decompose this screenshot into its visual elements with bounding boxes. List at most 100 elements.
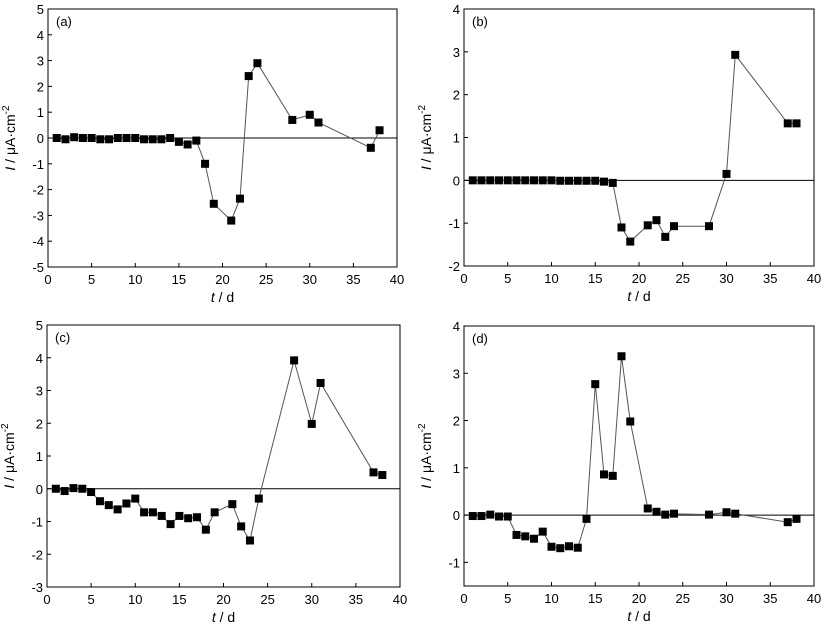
data-point <box>105 135 114 144</box>
data-point <box>495 176 503 185</box>
y-tick-label: 4 <box>453 319 460 334</box>
y-tick-label: -4 <box>32 234 44 249</box>
data-point <box>608 471 617 480</box>
x-tick-label: 30 <box>303 272 317 287</box>
y-axis-unit-exponent: -2 <box>1 105 12 114</box>
data-point <box>113 505 122 514</box>
y-tick-label: 4 <box>453 2 460 17</box>
chart-panel-b: 0 5 10 15 20 25 30 35 40 -2 -1 0 1 2 3 4 (b) t / d I / μA·… <box>417 2 821 304</box>
data-point <box>468 176 477 185</box>
data-point <box>731 50 740 59</box>
data-point <box>139 135 148 144</box>
x-tick-label: 25 <box>259 272 273 287</box>
y-axis-variable: I <box>418 485 434 489</box>
x-tick-label: 35 <box>346 272 360 287</box>
data-point <box>783 119 792 128</box>
y-tick-label: 0 <box>36 482 43 497</box>
data-point <box>210 508 219 517</box>
y-tick-label: -2 <box>31 547 43 562</box>
data-point <box>131 494 140 503</box>
y-tick-label: 0 <box>37 131 44 146</box>
data-point <box>122 134 131 142</box>
data-point <box>61 135 70 144</box>
x-tick-label: 35 <box>349 592 363 607</box>
y-axis-label: I / μA·cm-2 <box>417 423 434 489</box>
x-tick-label: 35 <box>763 591 777 606</box>
data-point <box>670 509 678 518</box>
data-point <box>60 487 69 496</box>
data-point <box>705 510 713 519</box>
x-tick-label: 10 <box>544 591 558 606</box>
data-point <box>477 512 486 521</box>
y-tick-label: 1 <box>37 105 44 120</box>
x-axis-label: t / d <box>627 608 650 624</box>
x-tick-label: 30 <box>305 592 319 607</box>
x-tick-label: 25 <box>260 592 274 607</box>
data-point <box>512 176 521 185</box>
x-axis-label: t / d <box>211 289 234 305</box>
y-axis-unit-exponent: -2 <box>0 423 11 432</box>
x-tick-label: 35 <box>763 271 777 286</box>
y-axis-unit: / μA·cm <box>2 114 18 166</box>
data-point <box>530 176 538 185</box>
data-point <box>193 513 202 522</box>
data-point <box>617 352 626 361</box>
data-point <box>565 542 573 551</box>
data-point <box>51 484 60 493</box>
y-axis-unit: / μA·cm <box>418 432 434 484</box>
y-tick-label: 2 <box>36 416 43 431</box>
data-point <box>783 518 792 527</box>
y-tick-label: 3 <box>453 366 460 381</box>
y-tick-label: -1 <box>32 157 44 172</box>
y-tick-label: 3 <box>37 54 44 69</box>
x-tick-label: 40 <box>807 271 821 286</box>
data-point <box>166 134 175 142</box>
data-point <box>70 133 79 142</box>
data-point <box>78 484 87 493</box>
x-tick-label: 40 <box>807 591 821 606</box>
x-tick-label: 30 <box>719 591 733 606</box>
data-point <box>643 504 652 513</box>
data-point <box>591 176 600 185</box>
x-axis-unit: / d <box>216 609 235 625</box>
data-point <box>175 511 184 520</box>
y-tick-label: -2 <box>32 183 44 198</box>
data-point <box>477 176 486 185</box>
data-point <box>237 522 246 531</box>
series-line <box>472 356 797 549</box>
y-tick-label: 4 <box>36 351 43 366</box>
y-tick-label: -3 <box>32 208 44 223</box>
y-tick-label: 0 <box>453 508 460 523</box>
y-tick-label: -1 <box>448 555 460 570</box>
data-point <box>157 511 166 520</box>
data-point <box>573 543 582 552</box>
series-line <box>55 358 383 542</box>
y-tick-label: 0 <box>453 173 460 188</box>
data-point <box>314 118 323 127</box>
x-tick-label: 20 <box>632 271 646 286</box>
data-point <box>305 110 314 119</box>
x-tick-label: 5 <box>504 271 511 286</box>
y-tick-label: 1 <box>453 131 460 146</box>
y-tick-label: 3 <box>36 384 43 399</box>
data-point <box>486 510 495 519</box>
data-point <box>573 176 582 185</box>
data-point <box>468 512 477 521</box>
x-tick-label: 5 <box>88 272 95 287</box>
data-point <box>157 135 166 144</box>
data-point <box>78 134 87 142</box>
x-tick-label: 5 <box>504 591 511 606</box>
data-point <box>184 514 193 523</box>
data-point <box>722 508 731 517</box>
data-point <box>166 520 175 529</box>
data-point <box>538 527 547 536</box>
data-point <box>95 497 104 506</box>
y-tick-label: 1 <box>453 461 460 476</box>
x-tick-label: 15 <box>172 592 186 607</box>
data-point <box>608 178 617 187</box>
y-tick-label: -5 <box>32 260 44 275</box>
data-point <box>705 222 713 231</box>
x-axis-variable: t <box>627 288 632 304</box>
x-tick-label: 5 <box>88 592 95 607</box>
y-axis-label: I / μA·cm-2 <box>417 104 434 170</box>
